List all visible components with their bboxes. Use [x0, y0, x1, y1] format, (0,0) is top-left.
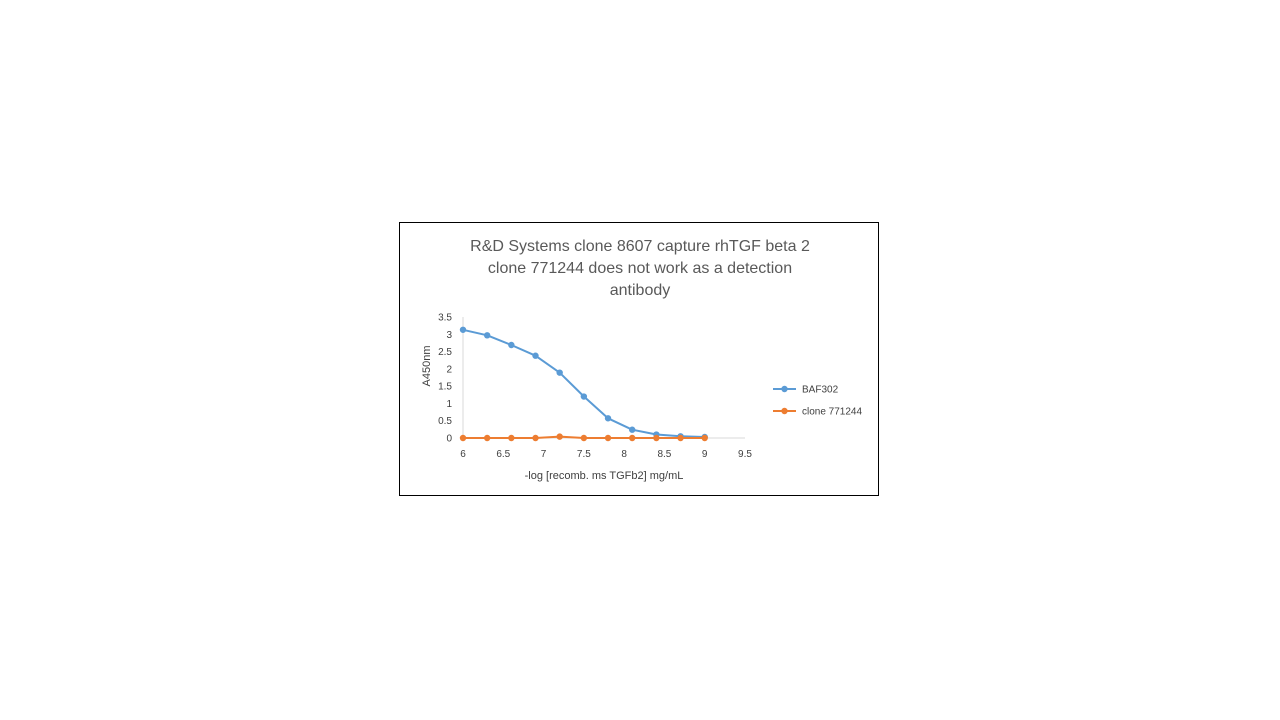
series-1-point — [604, 415, 612, 422]
x-axis-title: -log [recomb. ms TGFb2] mg/mL — [525, 470, 684, 482]
series-2-point — [483, 434, 491, 442]
series-2-point — [653, 434, 660, 442]
series-2-point — [677, 434, 684, 442]
chart-title-line-2: clone 771244 does not work as a detectio… — [488, 260, 792, 277]
series-1-point — [459, 326, 467, 333]
series-line-1 — [462, 328, 705, 438]
chart-svg: R&D Systems clone 8607 capture rhTGF bet… — [421, 238, 862, 482]
series-1-point — [508, 341, 515, 349]
series-2-point — [604, 434, 612, 442]
plot-layer: 0 0.5 1 1.5 2 2.5 3 3.5 6 6.5 7 7.5 8 8.5 9 9.5 — [438, 313, 752, 461]
legend-label: BAF302 — [802, 385, 839, 396]
legend-label: clone 771244 — [802, 407, 862, 418]
series-1-point — [556, 369, 563, 376]
legend-swatch-marker — [781, 385, 788, 393]
y-tick-label: 2.5 — [438, 347, 452, 358]
y-tick-label: 3 — [446, 330, 452, 341]
series-2-point — [532, 434, 539, 442]
series-1-point — [532, 352, 539, 359]
series-1-point — [629, 426, 636, 433]
series-2-point — [508, 434, 515, 442]
series-2-point — [580, 434, 588, 442]
x-tick-label: 7.5 — [577, 449, 591, 460]
x-tick-label: 9.5 — [738, 449, 752, 460]
series-2-point — [459, 434, 467, 442]
legend: BAF302 clone 771244 — [773, 385, 862, 418]
x-tick-label: 8.5 — [657, 449, 671, 460]
x-tick-label: 8 — [621, 449, 627, 460]
legend-swatch-marker — [781, 407, 788, 415]
y-tick-label: 0 — [446, 434, 452, 445]
series-2-point — [701, 434, 708, 442]
chart-title-line-1: R&D Systems clone 8607 capture rhTGF bet… — [470, 238, 810, 255]
y-axis-title: A450nm — [421, 346, 433, 387]
x-tick-label: 6.5 — [496, 449, 510, 460]
x-tick-label: 6 — [460, 449, 466, 460]
series-2-point — [556, 433, 563, 440]
series-2-point — [629, 434, 636, 442]
chart-title-line-3: antibody — [610, 282, 671, 299]
x-tick-label: 9 — [702, 449, 708, 460]
y-tick-label: 1.5 — [438, 382, 452, 393]
y-tick-label: 2 — [446, 364, 452, 375]
chart-area: R&D Systems clone 8607 capture rhTGF bet… — [399, 222, 879, 496]
series-1-point — [580, 393, 588, 400]
x-tick-label: 7 — [541, 449, 547, 460]
y-tick-label: 1 — [446, 399, 452, 410]
series-1-point — [483, 332, 491, 339]
y-tick-label: 0.5 — [438, 416, 452, 427]
y-tick-label: 3.5 — [438, 313, 452, 324]
